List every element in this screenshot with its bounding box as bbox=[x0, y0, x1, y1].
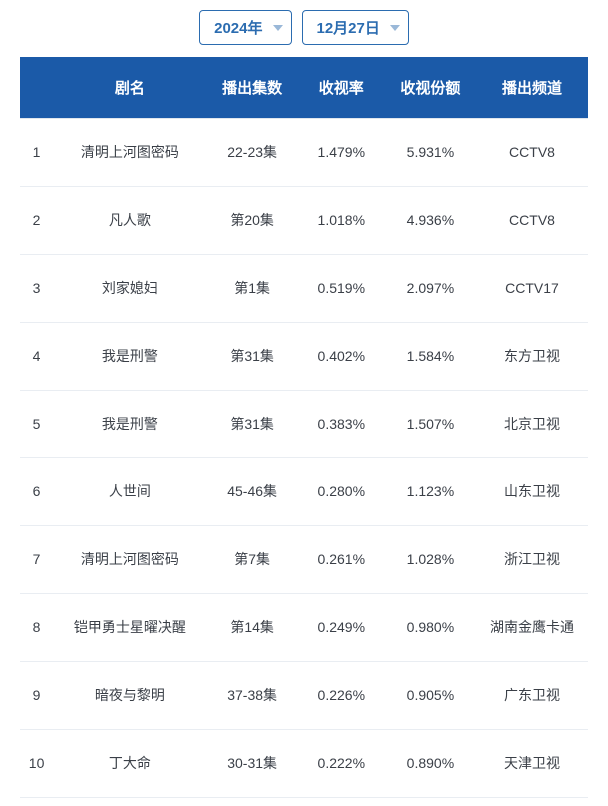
cell-share: 4.936% bbox=[385, 186, 476, 254]
cell-channel: CCTV8 bbox=[476, 119, 588, 187]
cell-episodes: 第20集 bbox=[207, 186, 298, 254]
cell-share: 1.507% bbox=[385, 390, 476, 458]
cell-episodes: 第7集 bbox=[207, 526, 298, 594]
chevron-down-icon bbox=[390, 25, 400, 31]
cell-episodes: 37-38集 bbox=[207, 662, 298, 730]
table-row: 7清明上河图密码第7集0.261%1.028%浙江卫视 bbox=[20, 526, 588, 594]
cell-channel: 湖南金鹰卡通 bbox=[476, 594, 588, 662]
cell-channel: CCTV17 bbox=[476, 254, 588, 322]
cell-name: 我是刑警 bbox=[53, 390, 206, 458]
cell-share: 0.890% bbox=[385, 730, 476, 798]
table-row: 4我是刑警第31集0.402%1.584%东方卫视 bbox=[20, 322, 588, 390]
cell-episodes: 第14集 bbox=[207, 594, 298, 662]
cell-rating: 0.383% bbox=[298, 390, 385, 458]
date-value: 12月27日 bbox=[317, 20, 380, 37]
col-rank bbox=[20, 57, 53, 119]
cell-episodes: 30-31集 bbox=[207, 730, 298, 798]
cell-rank: 6 bbox=[20, 458, 53, 526]
col-channel: 播出频道 bbox=[476, 57, 588, 119]
cell-name: 丁大命 bbox=[53, 730, 206, 798]
cell-share: 1.028% bbox=[385, 526, 476, 594]
cell-channel: 山东卫视 bbox=[476, 458, 588, 526]
table-row: 9暗夜与黎明37-38集0.226%0.905%广东卫视 bbox=[20, 662, 588, 730]
cell-episodes: 第31集 bbox=[207, 390, 298, 458]
year-value: 2024年 bbox=[214, 20, 262, 37]
cell-rating: 1.018% bbox=[298, 186, 385, 254]
cell-name: 暗夜与黎明 bbox=[53, 662, 206, 730]
table-row: 6人世间45-46集0.280%1.123%山东卫视 bbox=[20, 458, 588, 526]
table-body: 1清明上河图密码22-23集1.479%5.931%CCTV82凡人歌第20集1… bbox=[20, 119, 588, 798]
cell-channel: 浙江卫视 bbox=[476, 526, 588, 594]
cell-rating: 0.222% bbox=[298, 730, 385, 798]
cell-share: 2.097% bbox=[385, 254, 476, 322]
cell-rank: 2 bbox=[20, 186, 53, 254]
col-rating: 收视率 bbox=[298, 57, 385, 119]
cell-share: 0.905% bbox=[385, 662, 476, 730]
cell-name: 铠甲勇士星曜决醒 bbox=[53, 594, 206, 662]
cell-channel: 东方卫视 bbox=[476, 322, 588, 390]
cell-rank: 4 bbox=[20, 322, 53, 390]
cell-rank: 5 bbox=[20, 390, 53, 458]
table-header-row: 剧名 播出集数 收视率 收视份额 播出频道 bbox=[20, 57, 588, 119]
cell-name: 人世间 bbox=[53, 458, 206, 526]
cell-episodes: 第1集 bbox=[207, 254, 298, 322]
cell-rank: 9 bbox=[20, 662, 53, 730]
cell-share: 0.980% bbox=[385, 594, 476, 662]
cell-rating: 0.402% bbox=[298, 322, 385, 390]
cell-channel: CCTV8 bbox=[476, 186, 588, 254]
cell-rank: 8 bbox=[20, 594, 53, 662]
cell-rank: 1 bbox=[20, 119, 53, 187]
cell-episodes: 45-46集 bbox=[207, 458, 298, 526]
cell-rank: 7 bbox=[20, 526, 53, 594]
col-share: 收视份额 bbox=[385, 57, 476, 119]
cell-rank: 10 bbox=[20, 730, 53, 798]
table-row: 8铠甲勇士星曜决醒第14集0.249%0.980%湖南金鹰卡通 bbox=[20, 594, 588, 662]
date-selectors: 2024年 12月27日 bbox=[20, 10, 588, 45]
cell-rating: 0.519% bbox=[298, 254, 385, 322]
cell-name: 清明上河图密码 bbox=[53, 119, 206, 187]
cell-episodes: 22-23集 bbox=[207, 119, 298, 187]
cell-rating: 1.479% bbox=[298, 119, 385, 187]
cell-rating: 0.226% bbox=[298, 662, 385, 730]
cell-name: 清明上河图密码 bbox=[53, 526, 206, 594]
chevron-down-icon bbox=[273, 25, 283, 31]
col-name: 剧名 bbox=[53, 57, 206, 119]
cell-rank: 3 bbox=[20, 254, 53, 322]
cell-rating: 0.249% bbox=[298, 594, 385, 662]
table-row: 1清明上河图密码22-23集1.479%5.931%CCTV8 bbox=[20, 119, 588, 187]
cell-share: 1.123% bbox=[385, 458, 476, 526]
cell-rating: 0.280% bbox=[298, 458, 385, 526]
table-row: 2凡人歌第20集1.018%4.936%CCTV8 bbox=[20, 186, 588, 254]
cell-name: 凡人歌 bbox=[53, 186, 206, 254]
table-row: 10丁大命30-31集0.222%0.890%天津卫视 bbox=[20, 730, 588, 798]
table-row: 3刘家媳妇第1集0.519%2.097%CCTV17 bbox=[20, 254, 588, 322]
cell-channel: 广东卫视 bbox=[476, 662, 588, 730]
cell-share: 5.931% bbox=[385, 119, 476, 187]
cell-channel: 北京卫视 bbox=[476, 390, 588, 458]
cell-channel: 天津卫视 bbox=[476, 730, 588, 798]
date-dropdown[interactable]: 12月27日 bbox=[302, 10, 409, 45]
cell-share: 1.584% bbox=[385, 322, 476, 390]
cell-name: 刘家媳妇 bbox=[53, 254, 206, 322]
year-dropdown[interactable]: 2024年 bbox=[199, 10, 291, 45]
cell-name: 我是刑警 bbox=[53, 322, 206, 390]
col-episodes: 播出集数 bbox=[207, 57, 298, 119]
table-row: 5我是刑警第31集0.383%1.507%北京卫视 bbox=[20, 390, 588, 458]
cell-rating: 0.261% bbox=[298, 526, 385, 594]
ratings-table: 剧名 播出集数 收视率 收视份额 播出频道 1清明上河图密码22-23集1.47… bbox=[20, 57, 588, 798]
cell-episodes: 第31集 bbox=[207, 322, 298, 390]
